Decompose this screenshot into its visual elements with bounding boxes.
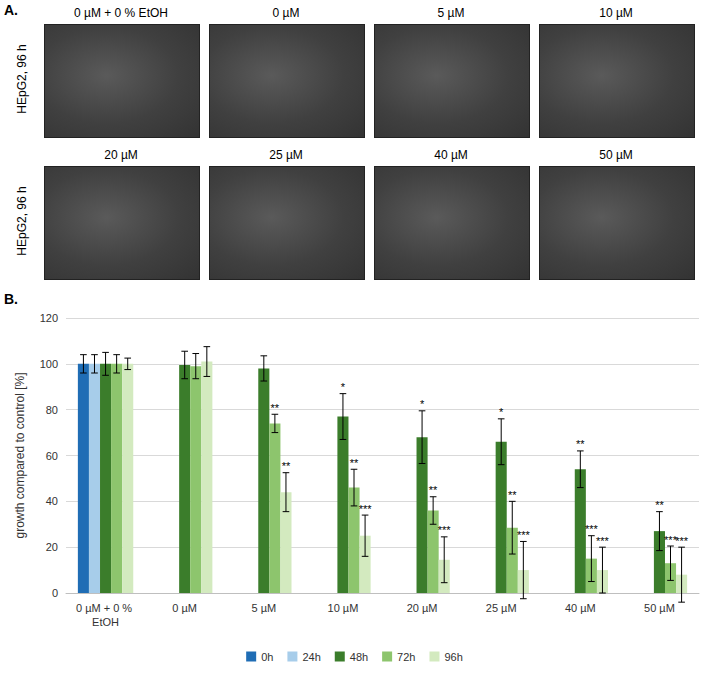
- html-text:10 µM: 10 µM: [599, 6, 633, 20]
- svg-text:**: **: [350, 457, 359, 469]
- svg-text:**: **: [282, 460, 291, 472]
- svg-text:0: 0: [52, 587, 58, 599]
- svg-text:80: 80: [46, 404, 58, 416]
- svg-text:25 µM: 25 µM: [486, 602, 517, 614]
- svg-text:20 µM: 20 µM: [407, 602, 438, 614]
- html-text:20 µM: 20 µM: [104, 148, 138, 162]
- html-text:HEpG2, 96 h: HEpG2, 96 h: [15, 44, 29, 114]
- svg-text:0 µM: 0 µM: [172, 602, 197, 614]
- svg-text:40: 40: [46, 495, 58, 507]
- svg-text:***: ***: [517, 529, 531, 541]
- svg-text:60: 60: [46, 450, 58, 462]
- html-text:40 µM: 40 µM: [434, 148, 468, 162]
- svg-text:*: *: [499, 406, 504, 418]
- svg-text:***: ***: [359, 503, 373, 515]
- html-text:5 µM: 5 µM: [437, 6, 465, 20]
- html-text:A.: A.: [4, 2, 18, 18]
- html-text:50 µM: 50 µM: [599, 148, 633, 162]
- svg-text:5 µM: 5 µM: [251, 602, 276, 614]
- svg-text:growth compared to control [%]: growth compared to control [%]: [13, 372, 27, 538]
- svg-text:120: 120: [40, 312, 58, 324]
- html-text:HEpG2, 96 h: HEpG2, 96 h: [15, 186, 29, 256]
- svg-text:0h: 0h: [261, 651, 273, 663]
- svg-text:10 µM: 10 µM: [328, 602, 359, 614]
- html-text:25 µM: 25 µM: [269, 148, 303, 162]
- svg-text:20: 20: [46, 541, 58, 553]
- svg-text:24h: 24h: [302, 651, 320, 663]
- svg-text:40 µM: 40 µM: [565, 602, 596, 614]
- html-text:0 µM: 0 µM: [272, 6, 300, 20]
- svg-text:0 µM + 0 %: 0 µM + 0 %: [76, 602, 135, 614]
- svg-text:*: *: [341, 381, 346, 393]
- svg-text:***: ***: [438, 524, 452, 536]
- svg-text:***: ***: [675, 535, 689, 547]
- svg-text:48h: 48h: [350, 651, 368, 663]
- svg-text:**: **: [429, 484, 438, 496]
- svg-text:96h: 96h: [444, 651, 462, 663]
- html-text:0 µM + 0 % EtOH: 0 µM + 0 % EtOH: [74, 6, 168, 20]
- svg-text:*: *: [420, 398, 425, 410]
- svg-text:**: **: [508, 489, 517, 501]
- svg-text:**: **: [576, 438, 585, 450]
- svg-text:B.: B.: [4, 291, 18, 307]
- svg-text:***: ***: [585, 523, 599, 535]
- svg-text:50 µM: 50 µM: [644, 602, 675, 614]
- svg-text:EtOH: EtOH: [92, 616, 119, 628]
- svg-text:72h: 72h: [397, 651, 415, 663]
- svg-text:***: ***: [596, 535, 610, 547]
- svg-text:100: 100: [40, 358, 58, 370]
- svg-text:**: **: [271, 402, 280, 414]
- svg-text:**: **: [655, 499, 664, 511]
